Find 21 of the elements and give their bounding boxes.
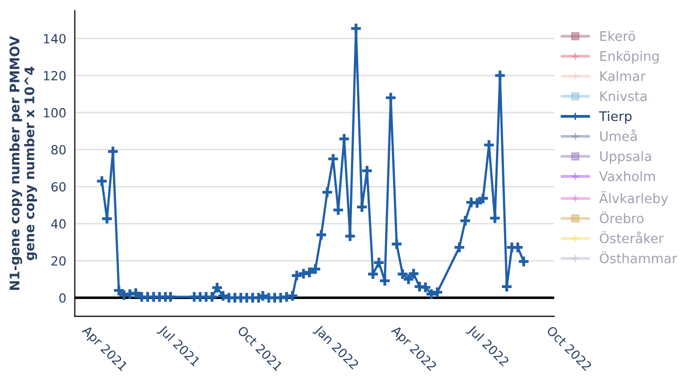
- y-tick-label: 60: [51, 182, 66, 192]
- legend-label: Österåker: [600, 231, 664, 244]
- legend-label: Örebro: [600, 211, 644, 224]
- y-tick-label: 40: [51, 219, 66, 229]
- legend-label: Ekerö: [600, 30, 636, 42]
- y-tick-label: 0: [59, 293, 66, 303]
- legend-label: Knivsta: [600, 90, 646, 102]
- legend-label: Uppsala: [600, 150, 651, 164]
- legend-label: Kalmar: [600, 70, 646, 82]
- legend-label: Östhammar: [600, 251, 678, 264]
- legend-label: Tierp: [599, 110, 632, 124]
- y-tick-label: 20: [51, 256, 66, 266]
- legend-label: Enköping: [600, 50, 659, 64]
- y-tick-label: 80: [51, 145, 66, 155]
- legend-label: Älvkarleby: [599, 191, 668, 206]
- y-tick-label: 100: [44, 108, 66, 118]
- legend-label: Vaxholm: [599, 171, 655, 182]
- y-tick-label: 120: [44, 70, 66, 80]
- y-axis-title: N1-gene copy number per PMMOV gene copy number x 10^4: [9, 36, 38, 290]
- y-tick-label: 140: [44, 34, 66, 44]
- legend-label: Umeå: [600, 129, 637, 142]
